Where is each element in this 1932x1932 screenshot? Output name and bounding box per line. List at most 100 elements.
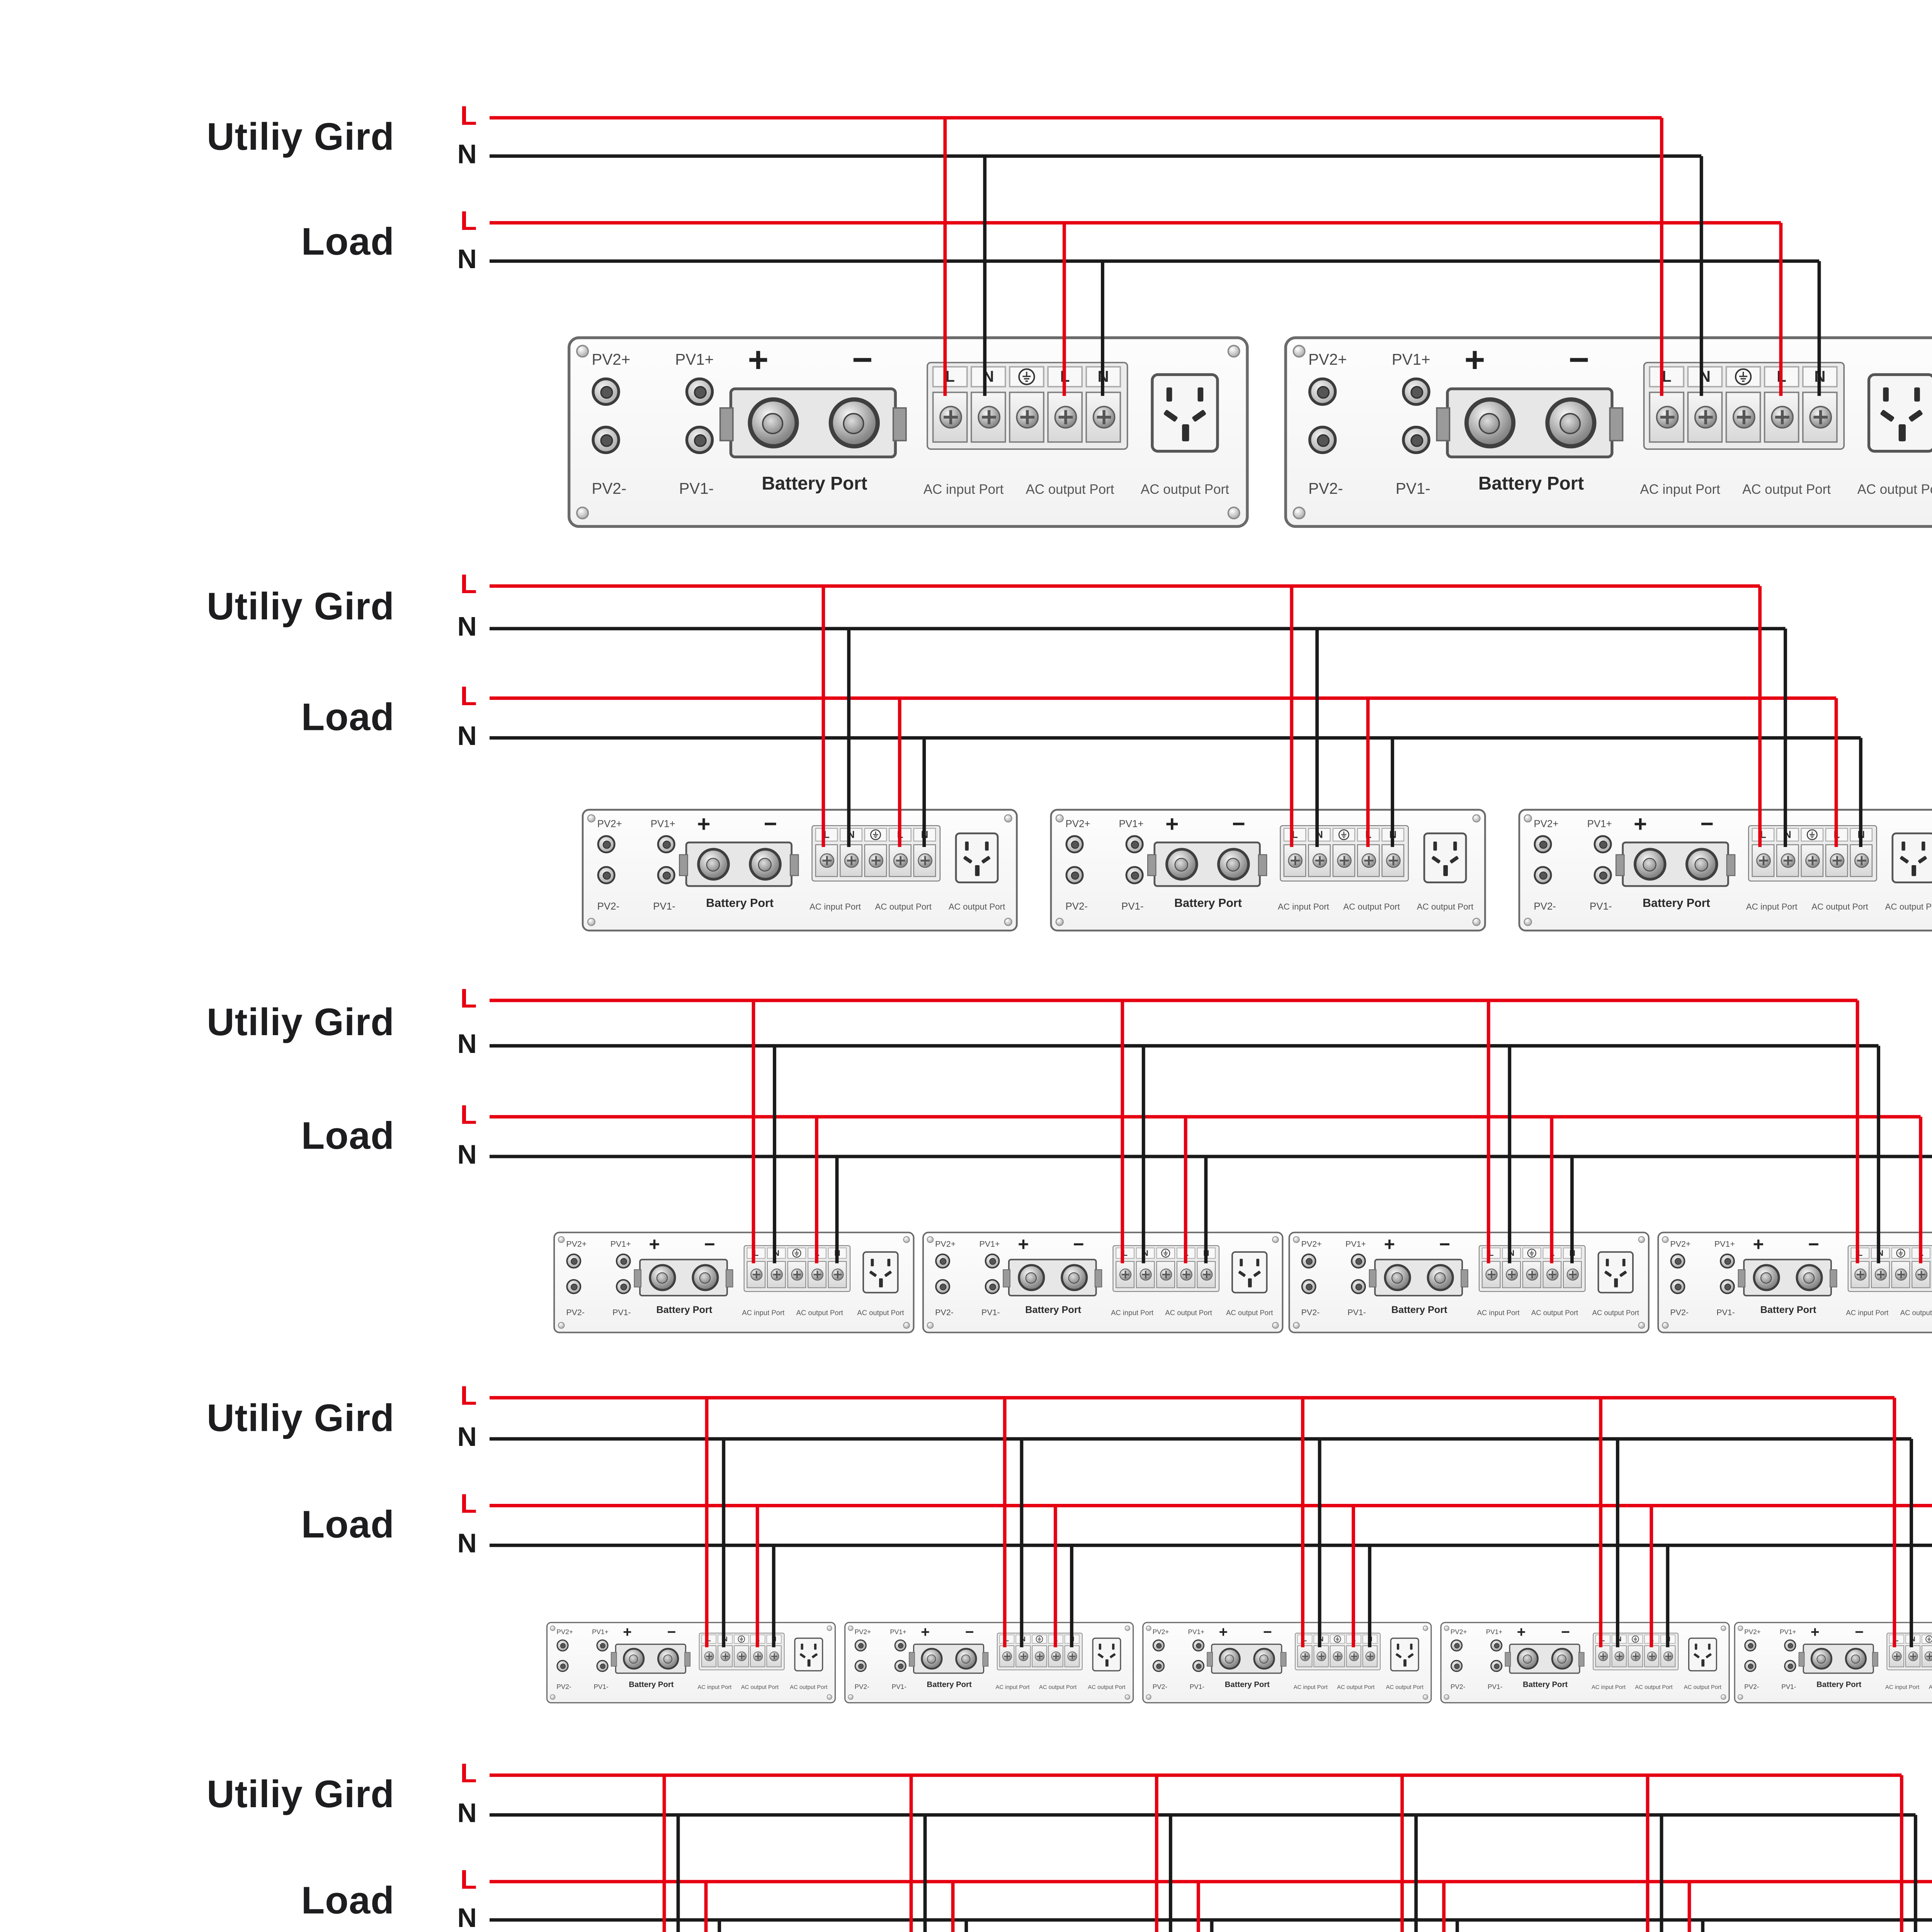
pv-terminals-bottom xyxy=(1670,1279,1735,1294)
pv2-plus-terminal xyxy=(1744,1639,1757,1652)
pv1-plus-label: PV1+ xyxy=(675,352,714,369)
inverter-unit: PV2+ PV1+ PV2- PV1- + − Battery Port L xyxy=(1734,1622,1932,1704)
inverter-unit: PV2+ PV1+ PV2- PV1- + − Battery Port L xyxy=(546,1622,836,1704)
pv1-plus-terminal xyxy=(1784,1639,1796,1652)
battery-negative-terminal xyxy=(1685,848,1718,881)
pv2-minus-label: PV2- xyxy=(854,1683,869,1691)
case-screw-icon xyxy=(1293,1236,1300,1243)
case-screw-icon xyxy=(587,814,595,823)
socket-hole xyxy=(1911,865,1916,876)
socket-hole xyxy=(1453,841,1457,851)
ac-out-l-terminal xyxy=(750,1645,765,1667)
case-screw-icon xyxy=(1227,507,1240,520)
ac-out-n-terminal xyxy=(1563,1261,1582,1288)
ac-out-l-terminal xyxy=(1764,391,1799,443)
ac-terminal-labels: L N L N xyxy=(1297,1634,1378,1644)
load-label: Load xyxy=(301,696,395,739)
ac-in-n-label: N xyxy=(1905,1634,1920,1644)
ac-output-port-label: AC output Port xyxy=(1026,482,1114,498)
pv-terminals-bottom xyxy=(1534,866,1612,884)
socket-hole xyxy=(799,1653,806,1658)
battery-terminal-block xyxy=(679,841,799,887)
pv2-plus-terminal xyxy=(1301,1253,1316,1269)
ac-ground-terminal xyxy=(1330,1645,1345,1667)
ac-out-n-label: N xyxy=(1850,828,1873,842)
pv1-plus-label: PV1+ xyxy=(610,1240,631,1249)
ac-terminal-labels: L N L N xyxy=(1481,1247,1582,1259)
case-screw-icon xyxy=(1004,918,1012,926)
battery-positive-terminal xyxy=(697,848,730,881)
pv2-minus-terminal xyxy=(1308,425,1337,454)
battery-plus-sign: + xyxy=(1633,811,1647,837)
ac-in-n-terminal xyxy=(718,1645,733,1667)
inverter-unit: PV2+ PV1+ PV2- PV1- + − Battery Port L xyxy=(1050,809,1486,932)
pv1-plus-terminal xyxy=(685,377,714,406)
ac-out-n-label: N xyxy=(1381,828,1405,842)
ac-input-port-label: AC input Port xyxy=(697,1684,732,1691)
ac-ground-terminal xyxy=(1891,1261,1910,1288)
battery-plus-sign: + xyxy=(649,1234,660,1255)
ac-screw-terminals xyxy=(1297,1645,1378,1667)
inverter-unit: PV2+ PV1+ PV2- PV1- + − Battery Port L xyxy=(1518,809,1932,932)
socket-hole xyxy=(1240,1259,1243,1267)
case-screw-icon xyxy=(1293,507,1306,520)
ground-icon xyxy=(1156,1247,1175,1259)
ac-out-n-terminal xyxy=(828,1261,847,1288)
ac-output-port-label: AC output Port xyxy=(1900,1309,1932,1318)
pv2-minus-terminal xyxy=(566,1279,582,1294)
ac-out-l-terminal xyxy=(1357,844,1380,877)
case-screw-icon xyxy=(903,1322,910,1329)
pv-terminals-top xyxy=(1152,1639,1205,1652)
ac-in-n-terminal xyxy=(1313,1645,1329,1667)
ac-socket-label: AC output Port xyxy=(1592,1309,1639,1318)
socket-hole xyxy=(1604,1270,1612,1277)
pv1-minus-terminal xyxy=(1125,866,1144,884)
ground-icon xyxy=(1330,1634,1345,1644)
battery-port-label: Battery Port xyxy=(629,1680,674,1689)
battery-negative-terminal xyxy=(1551,1648,1573,1670)
socket-hole xyxy=(963,855,973,864)
pv1-plus-label: PV1+ xyxy=(1714,1240,1735,1249)
ac-in-l-label: L xyxy=(1481,1247,1501,1259)
pv-terminals-bottom xyxy=(854,1660,906,1672)
pv1-minus-label: PV1- xyxy=(891,1683,906,1691)
pv1-minus-terminal xyxy=(1719,1279,1735,1294)
pv2-minus-label: PV2- xyxy=(592,481,627,498)
pv1-plus-label: PV1+ xyxy=(890,1628,906,1636)
pv2-plus-label: PV2+ xyxy=(566,1240,587,1249)
pv-terminals-top xyxy=(1670,1253,1735,1269)
case-screw-icon xyxy=(1524,814,1532,823)
battery-negative-terminal xyxy=(657,1648,679,1670)
battery-polarity-signs: + − xyxy=(1464,341,1589,381)
pv2-minus-label: PV2- xyxy=(1301,1308,1320,1318)
pv2-plus-label: PV2+ xyxy=(1065,819,1090,830)
pv2-minus-label: PV2- xyxy=(1534,901,1556,913)
socket-hole xyxy=(814,1643,817,1650)
battery-negative-terminal xyxy=(1060,1264,1088,1291)
ac-in-l-label: L xyxy=(1850,1247,1870,1259)
ac-in-n-terminal xyxy=(1871,1261,1890,1288)
case-screw-icon xyxy=(1662,1322,1669,1329)
ac-in-l-label: L xyxy=(1752,828,1775,842)
ground-icon xyxy=(1725,366,1761,388)
ac-output-socket xyxy=(1151,373,1219,453)
case-screw-icon xyxy=(1055,918,1064,926)
pv-terminals-top xyxy=(1065,835,1144,854)
ac-in-l-terminal xyxy=(1649,391,1685,443)
ac-output-socket xyxy=(794,1638,823,1672)
ac-in-l-terminal xyxy=(1889,1645,1904,1667)
ac-terminal-strip: L N L N xyxy=(1643,362,1845,450)
ac-out-n-terminal xyxy=(1802,391,1838,443)
ac-socket-label: AC output Port xyxy=(790,1684,828,1691)
ac-in-n-label: N xyxy=(767,1247,786,1259)
inverter-unit: PV2+ PV1+ PV2- PV1- + − Battery Port L xyxy=(1440,1622,1730,1704)
socket-hole xyxy=(981,855,991,864)
pv-terminals-top xyxy=(1308,377,1430,406)
ac-screw-terminals xyxy=(999,1645,1080,1667)
pv1-plus-label: PV1+ xyxy=(1587,819,1612,830)
battery-minus-sign: − xyxy=(1561,1624,1570,1641)
ac-socket-label: AC output Port xyxy=(1088,1684,1126,1691)
grid-neutral-label: N xyxy=(457,1030,477,1060)
ac-in-n-terminal xyxy=(1776,844,1799,877)
pv-labels-top: PV2+ PV1+ xyxy=(1451,1629,1502,1636)
